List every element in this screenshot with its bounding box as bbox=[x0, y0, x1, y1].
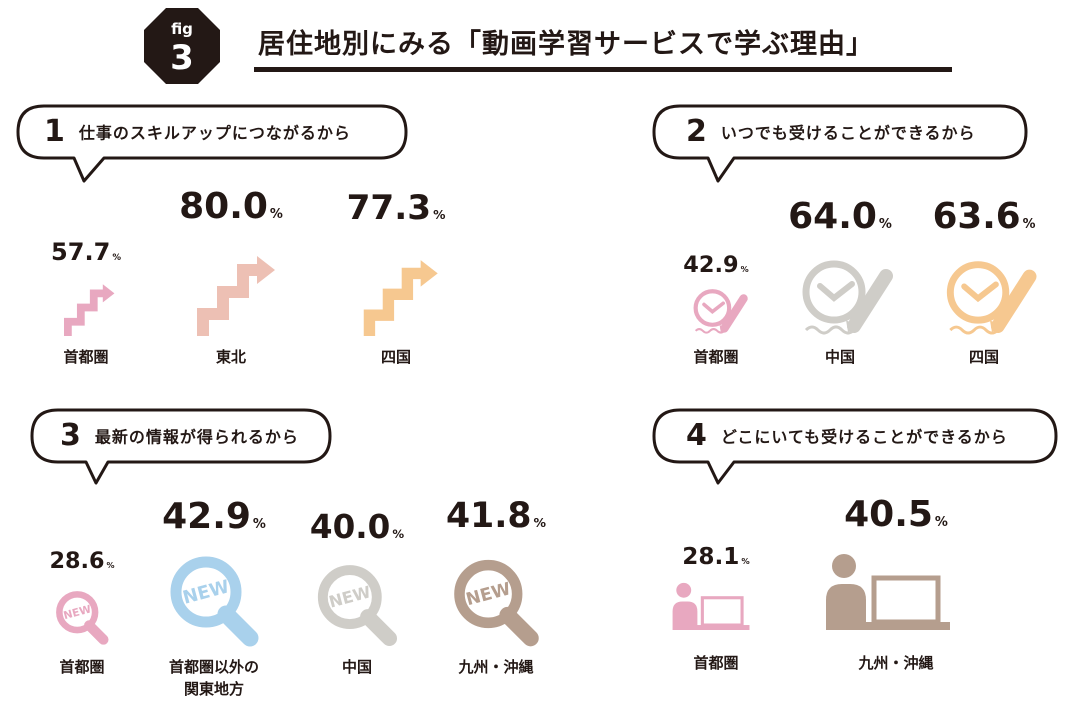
value-unit: % bbox=[392, 527, 405, 541]
value-number: 57.7 bbox=[51, 238, 111, 266]
figure-title: 居住地別にみる「動画学習サービスで学ぶ理由」 bbox=[258, 29, 874, 60]
speech-bubble-4 bbox=[652, 408, 1058, 485]
panel-1-icon-3 bbox=[363, 260, 438, 336]
fig-badge-octagon bbox=[144, 8, 220, 84]
panel-3-value-4: 41.8% bbox=[416, 496, 576, 536]
fig-badge-label: fig bbox=[171, 20, 193, 38]
panel-3-number: 3 bbox=[60, 418, 81, 453]
value-number: 28.1 bbox=[682, 544, 740, 570]
panel-2-icon-1 bbox=[693, 289, 748, 334]
value-number: 40.5 bbox=[844, 494, 933, 535]
speech-bubble-3 bbox=[30, 408, 332, 485]
panel-1-title: 仕事のスキルアップにつながるから bbox=[78, 123, 351, 143]
value-number: 77.3 bbox=[346, 188, 432, 228]
panel-4-category-2: 九州・沖縄 bbox=[858, 654, 934, 672]
new-text-icon: NEW bbox=[62, 602, 93, 622]
panel-2-value-3: 63.6% bbox=[904, 196, 1064, 237]
panel-2-value-2: 64.0% bbox=[760, 196, 920, 237]
panel-2-category-3: 四国 bbox=[968, 348, 999, 366]
panel-3-value-2: 42.9% bbox=[134, 496, 294, 537]
value-number: 63.6 bbox=[932, 196, 1021, 237]
panel-3-value-3: 40.0% bbox=[277, 508, 437, 546]
value-unit: % bbox=[252, 517, 266, 532]
panel-4-title: どこにいても受けることができるから bbox=[720, 427, 1008, 447]
panel-2-icon-3 bbox=[946, 261, 1037, 335]
panel-3-icon-1: NEW bbox=[56, 591, 109, 645]
panel-4-icon-2 bbox=[826, 554, 950, 630]
fig-badge-number: 3 bbox=[170, 38, 194, 78]
panel-4-category-1: 首都圏 bbox=[693, 654, 739, 672]
panel-1-icon-1 bbox=[64, 284, 115, 336]
panel-1-icon-2 bbox=[197, 256, 275, 336]
panel-1-category-1: 首都圏 bbox=[63, 348, 109, 366]
panel-1-heading: 1 仕事のスキルアップにつながるから bbox=[44, 114, 351, 149]
panel-2-category-1: 首都圏 bbox=[693, 348, 739, 366]
panel-2-number: 2 bbox=[686, 114, 707, 149]
panel-3-icon-3: NEW bbox=[317, 565, 398, 647]
panel-3-icon-2: NEW bbox=[170, 556, 259, 647]
panel-1-category-3: 四国 bbox=[380, 348, 411, 366]
panel-3-value-1: 28.6% bbox=[2, 548, 162, 574]
panel-2-value-1: 42.9% bbox=[636, 252, 796, 278]
panel-2-heading: 2 いつでも受けることができるから bbox=[686, 114, 976, 149]
panel-4-heading: 4 どこにいても受けることができるから bbox=[686, 418, 1008, 453]
value-unit: % bbox=[112, 253, 121, 263]
value-unit: % bbox=[533, 515, 547, 530]
speech-bubble-1 bbox=[16, 104, 408, 183]
fig-badge: fig 3 bbox=[144, 8, 220, 84]
value-number: 64.0 bbox=[788, 196, 877, 237]
panel-3-icon-4: NEW bbox=[454, 559, 539, 647]
panel-1-number: 1 bbox=[44, 114, 65, 149]
new-text-icon: NEW bbox=[181, 576, 232, 609]
panel-2-category-2: 中国 bbox=[824, 348, 855, 366]
value-unit: % bbox=[433, 208, 446, 222]
title-underline bbox=[254, 67, 952, 72]
value-number: 42.9 bbox=[683, 252, 739, 278]
panel-1-value-3: 77.3% bbox=[316, 188, 476, 228]
panel-3-category-1: 首都圏 bbox=[59, 658, 105, 676]
panel-3-category-4: 九州・沖縄 bbox=[458, 658, 534, 676]
panel-2-title: いつでも受けることができるから bbox=[720, 123, 976, 143]
value-number: 41.8 bbox=[445, 496, 532, 536]
panel-3-category-3: 中国 bbox=[341, 658, 372, 676]
new-text-icon: NEW bbox=[327, 582, 373, 611]
value-number: 80.0 bbox=[179, 186, 268, 227]
new-text-icon: NEW bbox=[464, 579, 513, 610]
value-number: 42.9 bbox=[162, 496, 251, 537]
value-unit: % bbox=[269, 207, 283, 222]
panel-4-number: 4 bbox=[686, 418, 707, 453]
panel-1-value-2: 80.0% bbox=[151, 186, 311, 227]
value-unit: % bbox=[934, 515, 948, 530]
panel-1-category-2: 東北 bbox=[215, 348, 246, 366]
value-unit: % bbox=[741, 556, 750, 566]
value-unit: % bbox=[1022, 217, 1036, 232]
panel-4-value-1: 28.1% bbox=[636, 544, 796, 570]
panel-1-value-1: 57.7% bbox=[6, 238, 166, 266]
panel-2-icon-2 bbox=[802, 260, 893, 335]
value-unit: % bbox=[740, 265, 749, 274]
panel-3-heading: 3 最新の情報が得られるから bbox=[60, 418, 299, 453]
value-number: 40.0 bbox=[309, 508, 391, 546]
panel-4-value-2: 40.5% bbox=[816, 494, 976, 535]
value-number: 28.6 bbox=[49, 548, 105, 574]
value-unit: % bbox=[878, 217, 892, 232]
panel-4-icon-1 bbox=[672, 582, 750, 630]
value-unit: % bbox=[106, 561, 115, 570]
panel-3-title: 最新の情報が得られるから bbox=[94, 427, 299, 447]
panel-3-category-2: 首都圏以外の 関東地方 bbox=[168, 658, 259, 698]
speech-bubble-2 bbox=[652, 104, 1028, 183]
